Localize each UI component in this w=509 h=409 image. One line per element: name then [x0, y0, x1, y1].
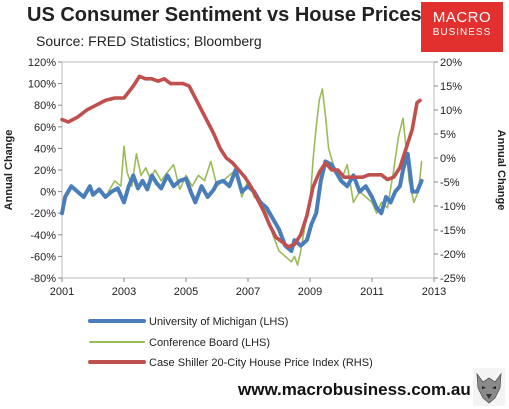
x-tick-label: 2007 [236, 286, 260, 298]
x-tick-label: 2009 [298, 286, 322, 298]
legend: University of Michigan (LHS) Conference B… [88, 316, 373, 369]
right-tick-label: 20% [440, 57, 462, 69]
left-tick-label: -80% [30, 273, 56, 285]
right-tick-label: -20% [440, 249, 466, 261]
left-tick-label: 60% [34, 122, 56, 134]
right-axis-ticks: -25% -20% -15% -10% -5% 0% 5% 10% 15% 20% [434, 57, 466, 285]
x-tick-label: 2001 [50, 286, 74, 298]
series-line-1 [60, 151, 424, 253]
series-line-3 [60, 74, 422, 249]
wolf-logo-icon [473, 368, 505, 406]
right-tick-label: 0% [440, 153, 456, 165]
chart-title: US Consumer Sentiment vs House Prices [27, 4, 422, 26]
left-tick-label: 120% [28, 57, 56, 69]
left-tick-label: 0% [40, 187, 56, 199]
plot-border [61, 61, 435, 279]
left-tick-label: -60% [30, 251, 56, 263]
right-tick-label: -15% [440, 225, 466, 237]
right-tick-label: -25% [440, 273, 466, 285]
series-line-2 [107, 88, 423, 266]
right-tick-label: 5% [440, 129, 456, 141]
right-axis-label: Annual Change [495, 130, 507, 211]
legend-label: Case Shiller 20-City House Price Index (… [149, 357, 373, 369]
macrobusiness-logo[interactable]: MACRO BUSINESS [421, 2, 503, 52]
right-tick-label: 10% [440, 105, 462, 117]
chart-subtitle: Source: FRED Statistics; Bloomberg [36, 33, 262, 49]
x-tick-label: 2005 [174, 286, 198, 298]
left-tick-label: 80% [34, 100, 56, 112]
left-tick-label: 20% [34, 165, 56, 177]
website-link[interactable]: www.macrobusiness.com.au [238, 380, 471, 399]
right-tick-label: 15% [440, 81, 462, 93]
left-tick-label: 100% [28, 79, 56, 91]
brand-line1: MACRO [432, 9, 492, 26]
right-tick-label: -5% [440, 177, 460, 189]
x-tick-label: 2011 [360, 286, 384, 298]
left-tick-label: 40% [34, 143, 56, 155]
x-axis-ticks: 2001 2003 2005 2007 2009 2011 2013 [50, 278, 446, 298]
left-axis-ticks: -80% -60% -40% -20% 0% 20% 40% 60% 80% 100% 120% [28, 57, 62, 285]
legend-label: University of Michigan (LHS) [149, 316, 288, 328]
x-tick-label: 2013 [422, 286, 446, 298]
right-tick-label: -10% [440, 201, 466, 213]
x-tick-label: 2003 [112, 286, 136, 298]
series-lines [60, 74, 424, 266]
legend-label: Conference Board (LHS) [149, 337, 270, 349]
left-axis-label: Annual Change [3, 130, 15, 211]
brand-line2: BUSINESS [432, 27, 492, 38]
left-tick-label: -20% [30, 208, 56, 220]
left-tick-label: -40% [30, 230, 56, 242]
